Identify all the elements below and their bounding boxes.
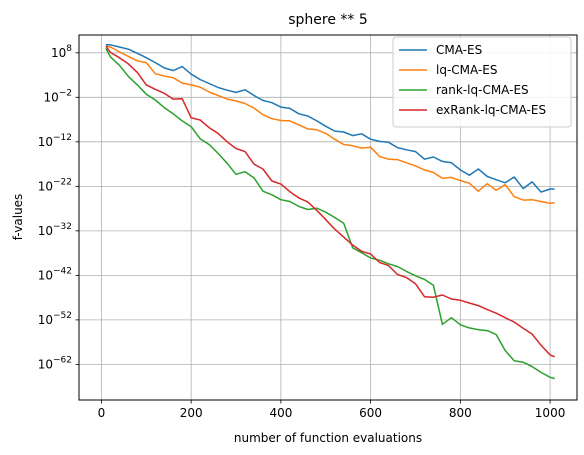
plot-series <box>105 44 555 380</box>
x-tick-label: 800 <box>449 406 472 420</box>
chart-title: sphere ** 5 <box>288 12 368 28</box>
x-axis-title: number of function evaluations <box>234 431 422 445</box>
grid-lines <box>79 35 577 400</box>
x-tick-label: 0 <box>98 406 106 420</box>
legend: CMA-ES lq-CMA-ES rank-lq-CMA-ES exRank-lq-C… <box>392 36 572 128</box>
x-tick-label: 600 <box>359 406 382 420</box>
series-line-exrank-lq-cma-es <box>105 45 555 358</box>
series-line-lq-cma-es <box>105 45 555 205</box>
legend-label-cma-es: CMA-ES <box>436 43 482 57</box>
x-tick-label: 200 <box>180 406 203 420</box>
y-axis-title: f-values <box>11 194 25 241</box>
x-tick-label: 1000 <box>535 406 566 420</box>
legend-label-rank-lq-cma-es: rank-lq-CMA-ES <box>436 83 529 97</box>
series-line-rank-lq-cma-es <box>105 48 555 380</box>
legend-label-lq-cma-es: lq-CMA-ES <box>436 63 498 77</box>
x-tick-label: 400 <box>269 406 292 420</box>
legend-box <box>392 36 572 128</box>
series-line-cma-es <box>105 44 555 193</box>
x-axis-ticks: 0 200 400 600 800 1000 <box>98 400 566 420</box>
plot-frame <box>78 34 578 401</box>
legend-label-exrank-lq-cma-es: exRank-lq-CMA-ES <box>436 103 546 117</box>
